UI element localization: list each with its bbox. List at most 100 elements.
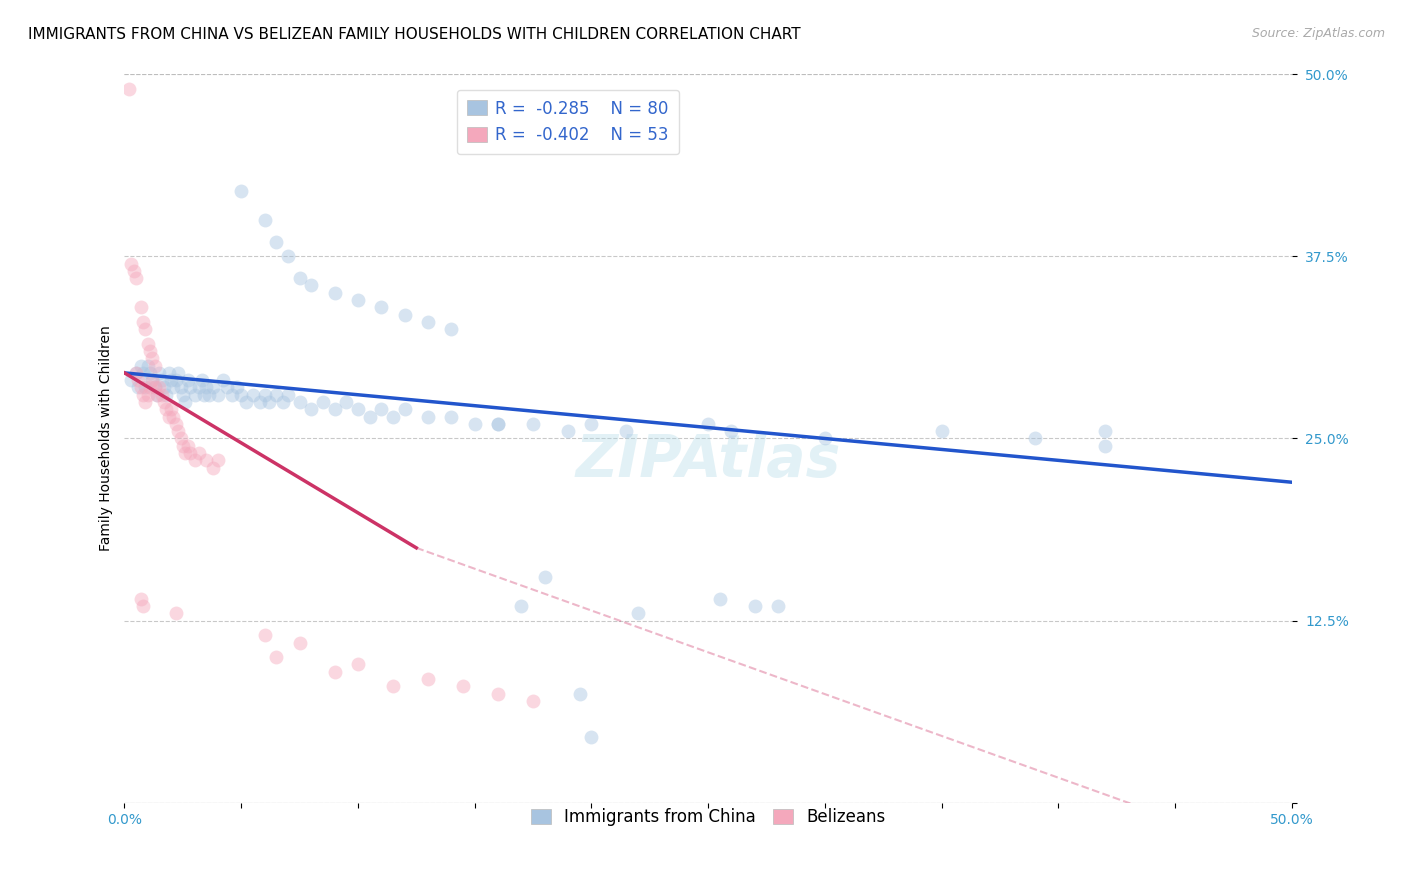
Point xyxy=(709,591,731,606)
Y-axis label: Family Households with Children: Family Households with Children xyxy=(100,326,114,551)
Point xyxy=(127,380,149,394)
Point xyxy=(323,285,346,300)
Point xyxy=(323,665,346,679)
Point xyxy=(136,359,159,373)
Point xyxy=(183,388,205,402)
Point xyxy=(416,672,439,686)
Point xyxy=(125,366,148,380)
Point xyxy=(288,635,311,649)
Point xyxy=(299,402,322,417)
Point xyxy=(359,409,381,424)
Point xyxy=(157,366,180,380)
Point xyxy=(141,351,163,366)
Point xyxy=(347,402,370,417)
Point xyxy=(231,184,253,198)
Point xyxy=(1094,424,1116,438)
Point xyxy=(616,424,638,438)
Point xyxy=(165,607,187,621)
Point xyxy=(217,380,239,394)
Point xyxy=(139,380,162,394)
Point xyxy=(125,271,148,285)
Point xyxy=(139,366,162,380)
Point xyxy=(271,395,294,409)
Point xyxy=(486,417,509,431)
Point xyxy=(720,424,742,438)
Point xyxy=(312,395,335,409)
Point xyxy=(522,417,544,431)
Point xyxy=(132,599,155,614)
Point xyxy=(160,402,183,417)
Point xyxy=(136,388,159,402)
Point xyxy=(153,395,176,409)
Point xyxy=(627,607,650,621)
Point xyxy=(581,417,603,431)
Point xyxy=(129,380,152,394)
Point xyxy=(172,439,194,453)
Point xyxy=(195,453,218,467)
Point xyxy=(165,417,187,431)
Point xyxy=(167,424,190,438)
Text: Source: ZipAtlas.com: Source: ZipAtlas.com xyxy=(1251,27,1385,40)
Point xyxy=(157,409,180,424)
Point xyxy=(172,388,194,402)
Point xyxy=(814,432,837,446)
Point xyxy=(568,687,591,701)
Point xyxy=(193,388,215,402)
Point xyxy=(162,409,184,424)
Point xyxy=(323,402,346,417)
Point xyxy=(150,388,173,402)
Point xyxy=(174,446,197,460)
Point xyxy=(486,417,509,431)
Point xyxy=(381,679,404,693)
Point xyxy=(162,380,184,394)
Point xyxy=(132,315,155,329)
Point xyxy=(253,388,276,402)
Point xyxy=(744,599,766,614)
Point xyxy=(277,388,299,402)
Point xyxy=(510,599,533,614)
Point xyxy=(231,388,253,402)
Point xyxy=(148,366,170,380)
Point xyxy=(188,380,211,394)
Point xyxy=(167,366,190,380)
Point xyxy=(347,293,370,307)
Point xyxy=(221,388,243,402)
Point xyxy=(242,388,264,402)
Point xyxy=(141,373,163,387)
Point xyxy=(931,424,953,438)
Point xyxy=(264,235,287,249)
Point xyxy=(129,359,152,373)
Point xyxy=(134,322,156,336)
Point xyxy=(127,373,149,387)
Point xyxy=(160,373,183,387)
Point xyxy=(118,81,141,95)
Point xyxy=(150,373,173,387)
Point xyxy=(134,395,156,409)
Point xyxy=(129,591,152,606)
Point xyxy=(141,373,163,387)
Point xyxy=(155,402,177,417)
Point xyxy=(165,373,187,387)
Point xyxy=(225,380,247,394)
Point xyxy=(190,373,212,387)
Point xyxy=(207,453,229,467)
Point xyxy=(132,366,155,380)
Point xyxy=(257,395,280,409)
Point xyxy=(169,380,191,394)
Point xyxy=(440,409,463,424)
Text: IMMIGRANTS FROM CHINA VS BELIZEAN FAMILY HOUSEHOLDS WITH CHILDREN CORRELATION CH: IMMIGRANTS FROM CHINA VS BELIZEAN FAMILY… xyxy=(28,27,801,42)
Point xyxy=(176,373,198,387)
Point xyxy=(581,731,603,745)
Text: ZIPAtlas: ZIPAtlas xyxy=(575,432,841,489)
Point xyxy=(533,570,555,584)
Point xyxy=(132,388,155,402)
Point xyxy=(288,271,311,285)
Point xyxy=(335,395,357,409)
Point xyxy=(179,446,201,460)
Point xyxy=(288,395,311,409)
Point xyxy=(136,336,159,351)
Point xyxy=(202,460,225,475)
Point xyxy=(146,388,169,402)
Point xyxy=(121,256,143,270)
Point xyxy=(176,439,198,453)
